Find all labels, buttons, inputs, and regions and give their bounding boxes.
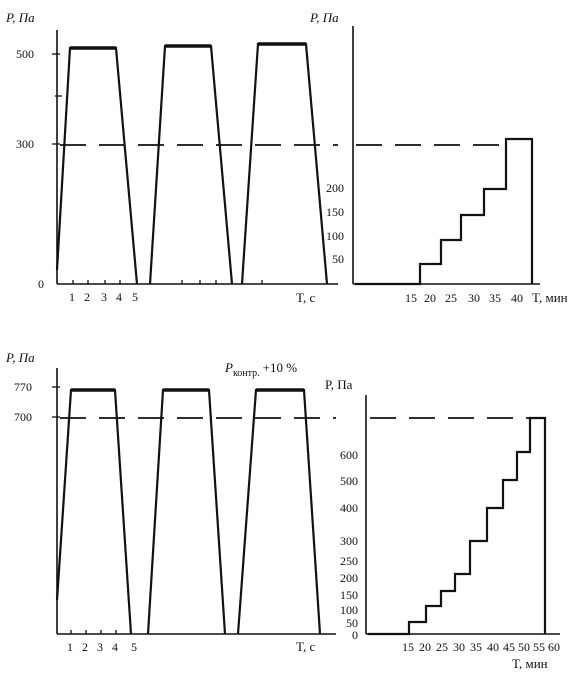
bl-cycle-2 xyxy=(146,388,227,635)
tl-cycle-2 xyxy=(148,44,234,285)
bl-xtick-label-1: 2 xyxy=(82,640,88,654)
br-ytick-label-4: 250 xyxy=(340,554,358,568)
bl-xtick-label-3: 4 xyxy=(112,640,118,654)
bl-xtick-label-4: 5 xyxy=(131,640,137,654)
br-ytick-label-0: 600 xyxy=(340,448,358,462)
br-xtick-label-3: 30 xyxy=(453,640,465,654)
tr-xtick-label-3: 30 xyxy=(468,291,480,305)
tl-cycle-3 xyxy=(240,42,329,285)
bl-cycle-1 xyxy=(55,388,133,635)
tl-ytick-label-1: 300 xyxy=(16,137,34,151)
tr-xlabel: T, мин xyxy=(532,290,568,305)
tl-ytick-label-2: 0 xyxy=(38,277,44,291)
tl-ytick-label-0: 500 xyxy=(16,47,34,61)
tr-step-series xyxy=(355,137,534,286)
br-ytick-label-5: 200 xyxy=(340,571,358,585)
bl-ytick-label-1: 700 xyxy=(14,410,32,424)
br-xtick-label-4: 35 xyxy=(470,640,482,654)
tl-ylabel: P, Па xyxy=(5,10,35,25)
tr-ytick-label-1: 150 xyxy=(326,205,344,219)
tr-ytick-label-2: 100 xyxy=(326,229,344,243)
br-xtick-label-9: 60 xyxy=(548,640,560,654)
br-xlabel: T, мин xyxy=(512,656,548,671)
tr-ytick-label-0: 200 xyxy=(326,181,344,195)
br-ylabel: P, Па xyxy=(325,377,353,392)
tr-xtick-label-4: 35 xyxy=(489,291,501,305)
br-ytick-label-6: 150 xyxy=(340,588,358,602)
br-ytick-label-1: 500 xyxy=(340,474,358,488)
tr-ylabel: P, Па xyxy=(309,10,339,25)
br-ytick-label-8: 50 xyxy=(346,616,358,630)
tl-xtick-label-4: 5 xyxy=(132,290,138,304)
bl-annotation-tail: +10 % xyxy=(263,360,298,375)
tl-cycle-1 xyxy=(55,46,139,285)
br-xtick-label-8: 55 xyxy=(533,640,545,654)
panel-top-right: P, Па T, мин 200 150 100 50 15 20 25 30 … xyxy=(309,10,568,305)
br-xtick-label-1: 20 xyxy=(419,640,431,654)
br-xtick-label-6: 45 xyxy=(503,640,515,654)
br-ytick-label-3: 300 xyxy=(340,534,358,548)
br-xtick-label-2: 25 xyxy=(436,640,448,654)
tr-xtick-label-0: 15 xyxy=(405,291,417,305)
tr-xtick-label-2: 25 xyxy=(445,291,457,305)
panel-bottom-right: P, Па T, мин 600 500 400 300 250 200 150… xyxy=(325,377,560,671)
br-ytick-label-9: 0 xyxy=(352,628,358,642)
bl-cycle-3 xyxy=(236,388,322,635)
bl-ylabel: P, Па xyxy=(5,350,35,365)
tl-xtick-label-2: 3 xyxy=(101,290,107,304)
br-xtick-label-0: 15 xyxy=(402,640,414,654)
tr-xtick-label-1: 20 xyxy=(424,291,436,305)
panel-top-left: P, Па T, с 500 300 0 1 2 3 4 5 xyxy=(5,10,338,305)
br-xtick-label-5: 40 xyxy=(487,640,499,654)
bl-annotation-main: P xyxy=(224,360,233,375)
tl-xtick-label-1: 2 xyxy=(84,290,90,304)
tr-ytick-label-3: 50 xyxy=(332,252,344,266)
tl-xtick-label-0: 1 xyxy=(69,290,75,304)
tl-xtick-label-3: 4 xyxy=(116,290,122,304)
bl-xtick-label-0: 1 xyxy=(67,640,73,654)
br-ytick-label-2: 400 xyxy=(340,501,358,515)
bl-ytick-label-0: 770 xyxy=(14,380,32,394)
br-step-series xyxy=(368,416,547,636)
bl-annotation-sub: контр. xyxy=(233,368,260,379)
tr-xtick-label-5: 40 xyxy=(511,291,523,305)
bl-xtick-label-2: 3 xyxy=(97,640,103,654)
tl-xlabel: T, с xyxy=(296,290,315,305)
bl-xlabel: T, с xyxy=(296,639,315,654)
br-ytick-label-7: 100 xyxy=(340,603,358,617)
br-xtick-label-7: 50 xyxy=(518,640,530,654)
bl-annotation: Pконтр. +10 % xyxy=(224,360,297,379)
panel-bottom-left: P, Па T, с 770 700 Pконтр. +10 % 1 2 3 4 … xyxy=(5,350,336,654)
